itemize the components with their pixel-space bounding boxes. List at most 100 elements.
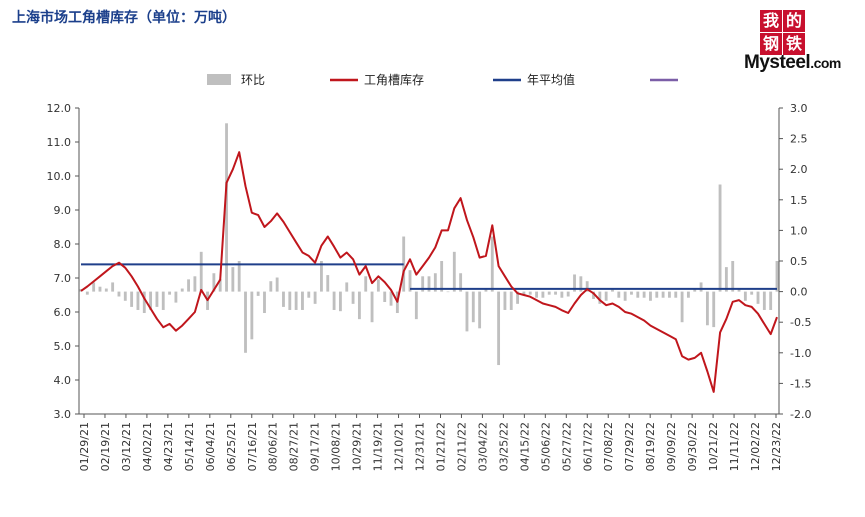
y-left-tick-label: 5.0 [54,340,72,353]
x-tick-label: 06/25/21 [225,422,238,471]
wow-bar [294,291,298,310]
wow-bar [218,279,222,292]
x-tick-label: 09/30/22 [686,422,699,471]
x-tick-label: 10/08/21 [330,422,343,471]
mysteel-logo: 我 的 钢 铁 Mysteel.com [742,4,860,76]
logo-char-3: 钢 [760,33,782,55]
wow-bar [326,275,330,292]
wow-bar [130,291,134,307]
wow-bar [737,288,741,292]
wow-bar [497,291,501,366]
x-tick-label: 09/09/22 [665,422,678,471]
wow-bar [237,261,241,292]
wow-bar [750,291,754,295]
wow-bar [275,277,279,292]
x-tick-label: 11/11/22 [728,422,741,471]
wow-bar [452,251,456,292]
wow-bar [180,288,184,292]
wow-bar [345,282,349,292]
wow-bar [699,282,703,292]
wow-bar [307,291,311,298]
wow-bar [655,291,659,298]
wow-bar [244,291,247,353]
wow-bar [478,291,482,329]
x-tick-label: 12/02/22 [749,422,762,471]
inventory-series-line [80,151,778,393]
y-left-tick-label: 11.0 [47,136,72,149]
x-tick-label: 08/06/21 [267,422,280,471]
x-tick-label: 12/31/21 [414,422,427,471]
logo-brand-suffix: .com [810,55,841,71]
wow-bar [769,291,773,310]
wow-bar [301,291,304,310]
wow-bar [364,276,368,292]
wow-bar [136,291,140,310]
wow-bar [712,291,716,328]
x-axis-labels: 01/29/21 02/19/21 03/12/21 04/02/21 04/23/21… [78,422,783,471]
logo-brand-text: Mysteel [744,52,811,73]
y-left-tick-label: 8.0 [54,238,72,251]
x-tick-label: 05/27/22 [560,422,573,471]
wow-bar [484,288,488,292]
wow-bar [351,291,355,304]
wow-bar [592,291,595,299]
wow-bar [686,291,690,298]
wow-bar [490,236,494,292]
wow-bar [332,291,336,310]
wow-bar [598,291,602,304]
wow-bar [680,291,684,323]
wow-bar [528,291,532,295]
wow-bar [168,291,172,295]
y-left-tick-label: 7.0 [54,272,72,285]
y-right-tick-label: -1.5 [790,377,811,390]
wow-bar [459,273,463,292]
y-left-tick-label: 4.0 [54,374,72,387]
wow-bar [762,291,766,310]
wow-change-bars [79,123,779,366]
x-tick-label: 01/21/22 [434,422,447,471]
wow-bar [421,276,425,292]
wow-bar [756,291,760,304]
x-tick-label: 12/23/22 [770,422,783,471]
y-left-tick-label: 12.0 [47,102,72,115]
y-right-tick-label: 1.0 [790,224,808,237]
wow-bar [509,291,513,310]
wow-bar [149,291,153,310]
x-tick-label: 05/14/21 [183,422,196,471]
x-tick-label: 04/23/21 [162,422,175,471]
logo-char-4: 铁 [783,33,805,55]
wow-bar [573,274,576,292]
wow-bar [263,291,266,314]
wow-bar [376,279,380,292]
wow-bar [503,291,507,310]
chart-title: 上海市场工角槽库存（单位：万吨） [12,10,236,26]
wow-bar [212,273,216,292]
x-tick-label: 06/04/21 [204,422,217,471]
wow-bar [516,291,520,304]
y-right-tick-label: 1.5 [790,194,808,207]
x-tick-label: 03/25/22 [497,422,510,471]
wow-bar [199,251,203,292]
legend-label: 环比 [241,73,265,87]
wow-bar [357,291,361,320]
wow-bar [668,291,671,298]
chart-legend: 环比 工角槽库存 年平均值 [207,72,678,87]
wow-bar [155,291,159,307]
x-tick-label: 02/11/22 [455,422,468,471]
y-left-tick-label: 9.0 [54,204,72,217]
wow-bar [446,291,450,293]
wow-bar [630,291,633,295]
legend-label: 工角槽库存 [364,72,424,87]
wow-bar [338,291,342,312]
wow-bar [649,291,652,301]
legend-label: 年平均值 [527,72,575,87]
y-left-tick-label: 6.0 [54,306,72,319]
wow-bar [471,291,475,323]
wow-bar [636,291,640,298]
x-tick-label: 05/06/22 [539,422,552,471]
x-tick-label: 08/27/21 [288,422,301,471]
wow-bar [693,288,697,292]
y-right-tick-label: 0.0 [790,286,808,299]
wow-bar [585,281,589,292]
